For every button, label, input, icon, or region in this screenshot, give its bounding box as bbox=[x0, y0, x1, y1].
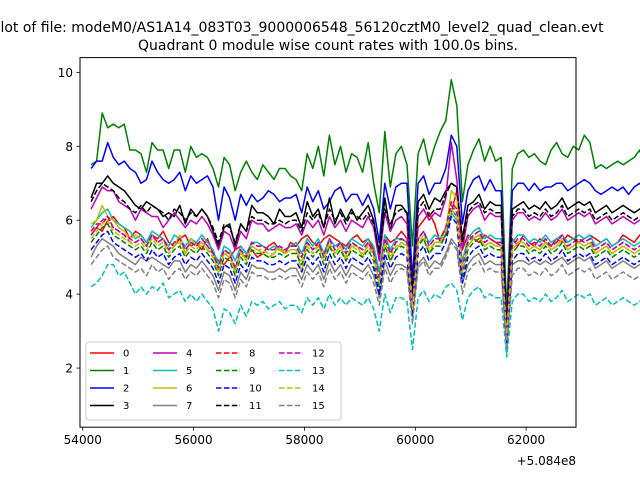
legend-box bbox=[85, 341, 342, 421]
series-line-10 bbox=[90, 215, 640, 347]
legend-label-4: 4 bbox=[186, 349, 192, 360]
series-line-2 bbox=[90, 134, 640, 329]
x-tick-label: 58000 bbox=[285, 433, 323, 447]
legend-label-8: 8 bbox=[249, 349, 255, 360]
x-axis: 54000 56000 58000 60000 62000 bbox=[64, 427, 545, 447]
x-axis-offset-label: +5.084e8 bbox=[517, 454, 576, 468]
y-tick-label: 10 bbox=[58, 66, 73, 80]
legend-label-5: 5 bbox=[186, 366, 192, 377]
x-tick-label: 54000 bbox=[64, 433, 102, 447]
series-line-4 bbox=[90, 141, 640, 336]
series-line-14 bbox=[90, 208, 640, 340]
legend-label-7: 7 bbox=[186, 401, 192, 412]
plot-area-frame bbox=[79, 57, 577, 428]
series-line-11 bbox=[90, 182, 640, 332]
series-line-1 bbox=[90, 79, 640, 314]
figure-suptitle: Plot of file: modeM0/AS1A14_083T03_90000… bbox=[0, 20, 604, 36]
chart-title: Quadrant 0 module wise count rates with … bbox=[138, 38, 518, 54]
y-axis: 2 4 6 8 10 bbox=[58, 66, 80, 376]
y-tick-label: 6 bbox=[65, 214, 73, 228]
legend-label-13: 13 bbox=[312, 366, 325, 377]
legend-label-14: 14 bbox=[312, 384, 325, 395]
legend-label-12: 12 bbox=[312, 349, 325, 360]
series-line-7 bbox=[90, 237, 640, 351]
legend-label-9: 9 bbox=[249, 366, 255, 377]
series-line-9 bbox=[90, 208, 640, 343]
x-tick-label: 56000 bbox=[175, 433, 213, 447]
y-tick-label: 2 bbox=[65, 362, 73, 376]
legend-label-11: 11 bbox=[249, 401, 262, 412]
legend-label-15: 15 bbox=[312, 401, 325, 412]
y-tick-label: 4 bbox=[65, 288, 73, 302]
legend-label-6: 6 bbox=[186, 384, 192, 395]
legend-label-10: 10 bbox=[249, 384, 262, 395]
series-line-5 bbox=[90, 208, 640, 355]
x-tick-label: 60000 bbox=[396, 433, 434, 447]
legend-label-3: 3 bbox=[123, 401, 129, 412]
legend-label-0: 0 bbox=[123, 349, 129, 360]
legend-label-2: 2 bbox=[123, 384, 129, 395]
series-line-12 bbox=[90, 204, 640, 340]
y-tick-label: 8 bbox=[65, 140, 73, 154]
series-line-15 bbox=[90, 241, 640, 351]
legend-label-1: 1 bbox=[123, 366, 129, 377]
series-lines bbox=[90, 79, 640, 358]
x-tick-label: 62000 bbox=[507, 433, 545, 447]
